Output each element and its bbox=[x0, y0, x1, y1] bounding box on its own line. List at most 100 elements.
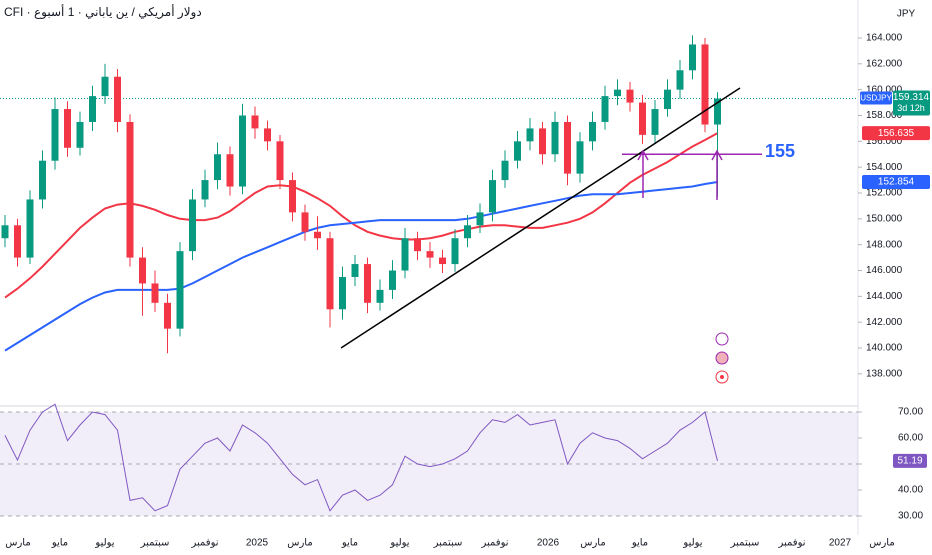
icon bbox=[715, 332, 729, 346]
icon bbox=[720, 375, 724, 379]
y-tick-label: 40.00 bbox=[898, 485, 923, 496]
candle-body bbox=[364, 264, 371, 303]
candle-body bbox=[139, 257, 146, 284]
x-tick-label: 2025 bbox=[246, 538, 269, 549]
last-price: 159.314 bbox=[893, 92, 930, 103]
candle-body bbox=[401, 238, 409, 271]
candle-body bbox=[214, 154, 221, 181]
candle-body bbox=[539, 128, 546, 155]
ma-value-box bbox=[862, 174, 930, 189]
candle-body bbox=[339, 276, 346, 310]
x-tick-label: مارس bbox=[869, 538, 894, 549]
candle-body bbox=[376, 289, 384, 303]
x-tick-label: مارس bbox=[580, 538, 605, 549]
candle-body bbox=[64, 109, 71, 148]
last-price-box bbox=[893, 90, 930, 116]
y-tick-label: 162.000 bbox=[866, 58, 903, 69]
candle-body bbox=[226, 154, 234, 187]
candle-body bbox=[389, 270, 396, 290]
countdown: 3d 12h bbox=[897, 103, 925, 113]
y-tick-label: 144.000 bbox=[866, 291, 903, 302]
y-tick-label: 160.000 bbox=[866, 84, 903, 95]
candle-body bbox=[314, 231, 321, 239]
candle-body bbox=[326, 238, 334, 310]
candle-body bbox=[126, 121, 134, 258]
x-tick-label: يوليو bbox=[94, 538, 114, 549]
candle-body bbox=[489, 180, 496, 213]
candle-body bbox=[164, 302, 171, 329]
level-label: 155 bbox=[765, 141, 795, 161]
rsi-value-box bbox=[893, 453, 927, 468]
candle-body bbox=[664, 89, 671, 110]
candle-body bbox=[676, 70, 684, 90]
x-tick-label: سبتمبر bbox=[433, 538, 463, 549]
candle-body bbox=[39, 160, 46, 200]
candle-body bbox=[176, 251, 184, 329]
candle-body bbox=[264, 128, 271, 142]
candle-body bbox=[439, 257, 446, 265]
x-tick-label: مارس bbox=[5, 538, 30, 549]
rsi-line bbox=[4, 403, 718, 512]
candle-body bbox=[451, 238, 459, 265]
candle-body bbox=[626, 89, 634, 103]
y-tick-label: 30.00 bbox=[898, 511, 923, 522]
rsi-value: 51.19 bbox=[897, 456, 922, 467]
candle-body bbox=[551, 121, 559, 155]
candle-body bbox=[276, 141, 284, 181]
price-axis: 138.000 140.000 142.000 144.000 146.000 148.0… bbox=[858, 33, 930, 522]
moving-average bbox=[4, 132, 718, 299]
x-tick-label: نوفمبر bbox=[777, 538, 805, 549]
y-tick-label: 154.000 bbox=[866, 162, 903, 173]
y-tick-label: 148.000 bbox=[866, 239, 903, 250]
y-tick-label: 164.000 bbox=[866, 33, 903, 44]
candle-body bbox=[514, 141, 521, 161]
candle-body bbox=[701, 44, 709, 125]
candle-body bbox=[351, 264, 359, 277]
ma-value-box bbox=[862, 126, 930, 141]
candle-body bbox=[51, 109, 59, 161]
x-tick-label: 2026 bbox=[537, 538, 560, 549]
candle-body bbox=[526, 128, 534, 142]
x-tick-label: مايو bbox=[51, 538, 68, 549]
y-tick-label: 146.000 bbox=[866, 265, 903, 276]
arrows bbox=[637, 149, 723, 200]
x-tick-label: سبتمبر bbox=[140, 538, 170, 549]
y-tick-label: 142.000 bbox=[866, 317, 903, 328]
candle-body bbox=[189, 199, 196, 252]
candle-body bbox=[251, 115, 259, 129]
currency: JPY bbox=[897, 9, 916, 20]
candle-body bbox=[426, 251, 434, 258]
y-tick-label: 70.00 bbox=[898, 407, 923, 418]
candle-body bbox=[151, 283, 159, 303]
ma-value: 156.635 bbox=[878, 128, 915, 139]
ma-value: 152.854 bbox=[878, 177, 915, 188]
symbol: USDJPY bbox=[860, 94, 892, 103]
x-tick-label: 2027 bbox=[829, 538, 852, 549]
candle-body bbox=[464, 225, 471, 239]
moving-average bbox=[4, 181, 718, 352]
candle-body bbox=[601, 96, 609, 122]
candle-body bbox=[201, 180, 209, 200]
candle-body bbox=[101, 76, 109, 97]
candle-body bbox=[476, 212, 484, 226]
event-icons bbox=[715, 332, 729, 384]
y-tick-label: 140.000 bbox=[866, 343, 903, 354]
x-tick-label: مايو bbox=[341, 538, 358, 549]
y-tick-label: 60.00 bbox=[898, 433, 923, 444]
trendline bbox=[340, 87, 741, 349]
candle-body bbox=[689, 44, 696, 71]
candle-body bbox=[14, 225, 21, 258]
candle-body bbox=[651, 109, 659, 135]
arrow-head bbox=[637, 149, 649, 161]
y-tick-label: 158.000 bbox=[866, 110, 903, 121]
candle-body bbox=[76, 121, 84, 148]
x-tick-label: يوليو bbox=[682, 538, 702, 549]
candle-body bbox=[239, 115, 246, 187]
candle-body bbox=[714, 98, 721, 125]
x-tick-label: نوفمبر bbox=[190, 538, 218, 549]
candle-body bbox=[639, 102, 646, 135]
candle-body bbox=[576, 141, 584, 174]
x-tick-label: يوليو bbox=[389, 538, 409, 549]
